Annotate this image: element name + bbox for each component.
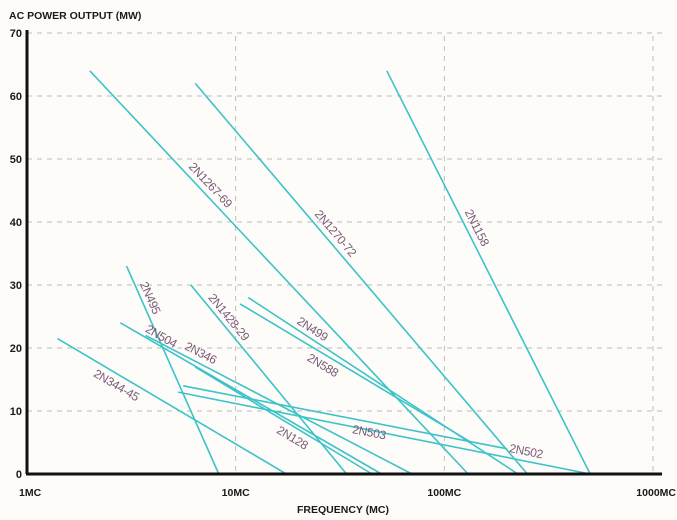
series-line	[182, 385, 508, 450]
series-line	[89, 70, 469, 475]
series-line	[57, 337, 287, 475]
tick-labels: 0 10 20 30 40 50 60 70 1MC 10MC 100MC 1000MC	[10, 28, 677, 499]
series-line	[194, 366, 373, 475]
series-lines	[57, 70, 591, 475]
y-tick-label: 20	[10, 343, 22, 355]
x-tick-label: 100MC	[427, 487, 461, 499]
series-label: 2N128	[274, 423, 311, 453]
series-label: 2N1428-29	[205, 291, 252, 344]
axes	[25, 30, 662, 476]
grid	[27, 32, 662, 474]
x-axis-title: FREQUENCY (MC)	[297, 504, 389, 516]
x-tick-label: 10MC	[222, 487, 250, 499]
series-label: 2N1267-69	[186, 160, 235, 211]
x-tick-label: 1MC	[19, 487, 42, 499]
series-label: 2N503	[351, 422, 388, 442]
series-line	[386, 70, 591, 475]
y-tick-label: 30	[10, 280, 22, 292]
y-axis-title: AC POWER OUTPUT (MW)	[9, 10, 141, 22]
series-line	[177, 391, 591, 475]
y-tick-label: 50	[10, 154, 22, 166]
series-line	[247, 296, 519, 475]
series-label: 2N346	[182, 339, 219, 367]
y-tick-label: 60	[10, 91, 22, 103]
y-tick-label: 40	[10, 217, 22, 229]
series-label: 2N502	[508, 441, 545, 461]
series-label: 2N344-45	[91, 366, 142, 404]
y-tick-label: 10	[10, 406, 22, 418]
x-tick-label: 1000MC	[636, 487, 676, 499]
series-label: 2N1270-72	[312, 207, 360, 260]
series-line	[239, 303, 472, 444]
series-line	[125, 265, 220, 475]
y-tick-label: 0	[16, 469, 22, 481]
series-line	[194, 82, 528, 475]
y-tick-label: 70	[10, 28, 22, 40]
series-line	[190, 284, 348, 475]
